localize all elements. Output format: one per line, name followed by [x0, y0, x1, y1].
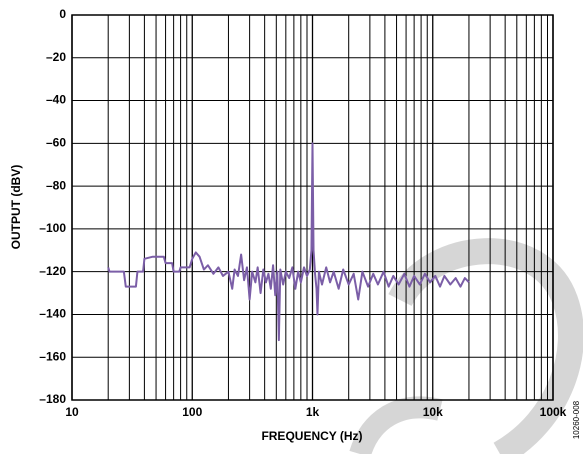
x-axis-title: FREQUENCY (Hz) — [261, 429, 362, 443]
y-tick-label: 0 — [59, 7, 66, 21]
watermark — [349, 238, 583, 454]
watermark-arc — [388, 238, 583, 454]
y-tick-label: –140 — [39, 307, 66, 321]
y-tick-label: –20 — [46, 50, 66, 64]
x-tick-label: 100k — [540, 405, 567, 419]
y-axis-title: OUTPUT (dBV) — [9, 165, 23, 250]
figure-id: 10260-008 — [572, 400, 581, 439]
spectrum-line — [107, 142, 470, 342]
x-tick-label: 100 — [182, 405, 202, 419]
x-tick-label: 10 — [65, 405, 79, 419]
y-tick-label: –180 — [39, 392, 66, 406]
x-tick-label: 1k — [306, 405, 320, 419]
y-tick-label: –160 — [39, 349, 66, 363]
y-tick-label: –120 — [39, 264, 66, 278]
y-tick-label: –60 — [46, 136, 66, 150]
x-tick-label: 10k — [423, 405, 443, 419]
y-tick-label: –100 — [39, 221, 66, 235]
watermark-arc — [349, 396, 443, 454]
y-tick-label: –40 — [46, 93, 66, 107]
plot-frame — [71, 14, 554, 401]
y-tick-label: –80 — [46, 178, 66, 192]
